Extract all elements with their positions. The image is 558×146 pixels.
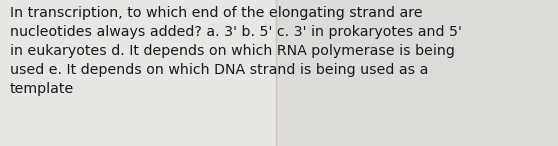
FancyBboxPatch shape [276, 0, 558, 146]
Text: In transcription, to which end of the elongating strand are
nucleotides always a: In transcription, to which end of the el… [10, 6, 462, 96]
FancyBboxPatch shape [0, 0, 276, 146]
